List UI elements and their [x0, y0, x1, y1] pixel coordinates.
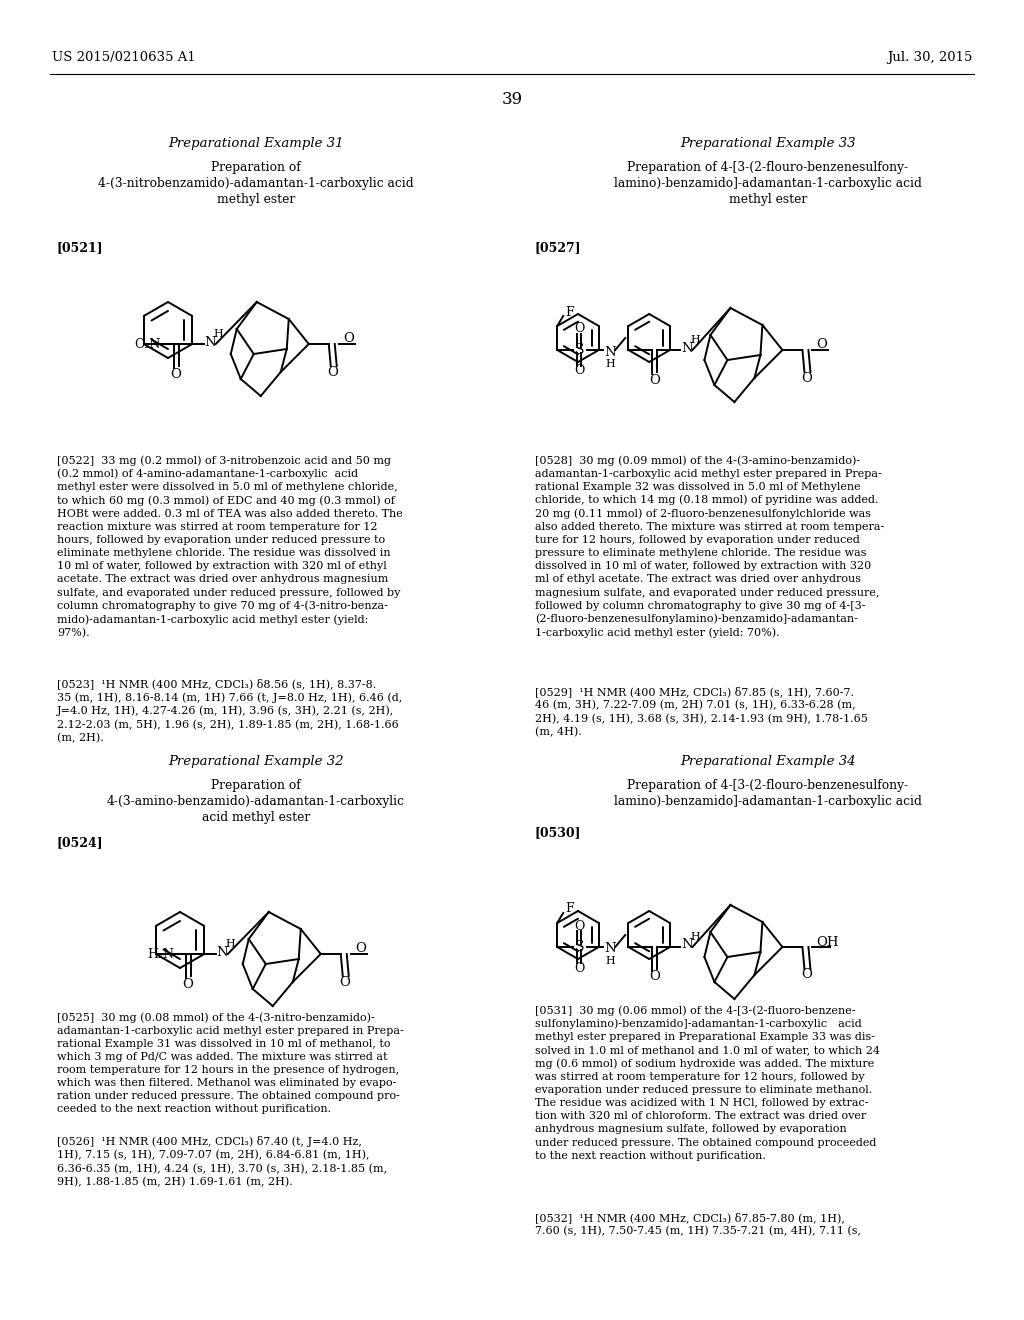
Text: H: H [690, 932, 700, 942]
Text: [0522]  33 mg (0.2 mmol) of 3-nitrobenzoic acid and 50 mg
(0.2 mmol) of 4-amino-: [0522] 33 mg (0.2 mmol) of 3-nitrobenzoi… [57, 455, 402, 639]
Text: O: O [649, 374, 659, 387]
Text: Preparation of 4-[3-(2-flouro-benzenesulfony-: Preparation of 4-[3-(2-flouro-benzenesul… [628, 161, 908, 174]
Text: F: F [565, 305, 573, 318]
Text: O: O [170, 367, 181, 380]
Text: O: O [801, 969, 812, 982]
Text: Preparational Example 33: Preparational Example 33 [680, 136, 856, 149]
Text: methyl ester: methyl ester [217, 194, 295, 206]
Text: acid methyl ester: acid methyl ester [202, 812, 310, 825]
Text: O: O [343, 333, 353, 346]
Text: N: N [205, 335, 216, 348]
Text: [0525]  30 mg (0.08 mmol) of the 4-(3-nitro-benzamido)-
adamantan-1-carboxylic a: [0525] 30 mg (0.08 mmol) of the 4-(3-nit… [57, 1012, 403, 1114]
Text: lamino)-benzamido]-adamantan-1-carboxylic acid: lamino)-benzamido]-adamantan-1-carboxyli… [614, 177, 922, 190]
Text: O: O [574, 920, 585, 932]
Text: US 2015/0210635 A1: US 2015/0210635 A1 [52, 50, 196, 63]
Text: N: N [604, 346, 615, 359]
Text: O: O [801, 371, 812, 384]
Text: Preparation of: Preparation of [211, 780, 301, 792]
Text: O: O [182, 978, 194, 990]
Text: H: H [690, 335, 700, 345]
Text: Preparational Example 34: Preparational Example 34 [680, 755, 856, 768]
Text: [0532]  ¹H NMR (400 MHz, CDCl₃) δ7.85-7.80 (m, 1H),
7.60 (s, 1H), 7.50-7.45 (m, : [0532] ¹H NMR (400 MHz, CDCl₃) δ7.85-7.8… [535, 1212, 861, 1237]
Text: S: S [575, 343, 585, 356]
Text: N: N [604, 942, 615, 956]
Text: S: S [575, 940, 585, 954]
Text: Preparational Example 31: Preparational Example 31 [168, 136, 344, 149]
Text: O: O [339, 975, 350, 989]
Text: H: H [225, 939, 236, 949]
Text: O: O [816, 338, 827, 351]
Text: H₂N: H₂N [147, 948, 174, 961]
Text: 39: 39 [502, 91, 522, 108]
Text: OH: OH [816, 936, 839, 949]
Text: Preparational Example 32: Preparational Example 32 [168, 755, 344, 768]
Text: Jul. 30, 2015: Jul. 30, 2015 [887, 50, 972, 63]
Text: O: O [574, 961, 585, 974]
Text: [0530]: [0530] [535, 826, 582, 840]
Text: O₂N: O₂N [134, 338, 160, 351]
Text: 4-(3-amino-benzamido)-adamantan-1-carboxylic: 4-(3-amino-benzamido)-adamantan-1-carbox… [106, 796, 406, 808]
Text: [0524]: [0524] [57, 837, 103, 850]
Text: O: O [574, 364, 585, 378]
Text: [0527]: [0527] [535, 242, 582, 255]
Text: N: N [681, 939, 693, 952]
Text: O: O [328, 366, 338, 379]
Text: [0526]  ¹H NMR (400 MHz, CDCl₃) δ7.40 (t, J=4.0 Hz,
1H), 7.15 (s, 1H), 7.09-7.07: [0526] ¹H NMR (400 MHz, CDCl₃) δ7.40 (t,… [57, 1137, 387, 1188]
Text: methyl ester: methyl ester [729, 194, 807, 206]
Text: [0523]  ¹H NMR (400 MHz, CDCl₃) δ8.56 (s, 1H), 8.37-8.
35 (m, 1H), 8.16-8.14 (m,: [0523] ¹H NMR (400 MHz, CDCl₃) δ8.56 (s,… [57, 678, 402, 743]
Text: O: O [649, 970, 659, 983]
Text: [0521]: [0521] [57, 242, 103, 255]
Text: Preparation of 4-[3-(2-flouro-benzenesulfony-: Preparation of 4-[3-(2-flouro-benzenesul… [628, 780, 908, 792]
Text: 4-(3-nitrobenzamido)-adamantan-1-carboxylic acid: 4-(3-nitrobenzamido)-adamantan-1-carboxy… [98, 177, 414, 190]
Text: [0529]  ¹H NMR (400 MHz, CDCl₃) δ7.85 (s, 1H), 7.60-7.
46 (m, 3H), 7.22-7.09 (m,: [0529] ¹H NMR (400 MHz, CDCl₃) δ7.85 (s,… [535, 686, 868, 738]
Text: N: N [217, 945, 228, 958]
Text: H: H [605, 956, 615, 966]
Text: O: O [354, 942, 366, 956]
Text: F: F [565, 903, 573, 916]
Text: Preparation of: Preparation of [211, 161, 301, 174]
Text: lamino)-benzamido]-adamantan-1-carboxylic acid: lamino)-benzamido]-adamantan-1-carboxyli… [614, 796, 922, 808]
Text: [0531]  30 mg (0.06 mmol) of the 4-[3-(2-fluoro-benzene-
sulfonylamino)-benzamid: [0531] 30 mg (0.06 mmol) of the 4-[3-(2-… [535, 1005, 880, 1160]
Text: H: H [214, 329, 223, 339]
Text: N: N [681, 342, 693, 355]
Text: H: H [605, 359, 615, 370]
Text: [0528]  30 mg (0.09 mmol) of the 4-(3-amino-benzamido)-
adamantan-1-carboxylic a: [0528] 30 mg (0.09 mmol) of the 4-(3-ami… [535, 455, 885, 638]
Text: O: O [574, 322, 585, 335]
